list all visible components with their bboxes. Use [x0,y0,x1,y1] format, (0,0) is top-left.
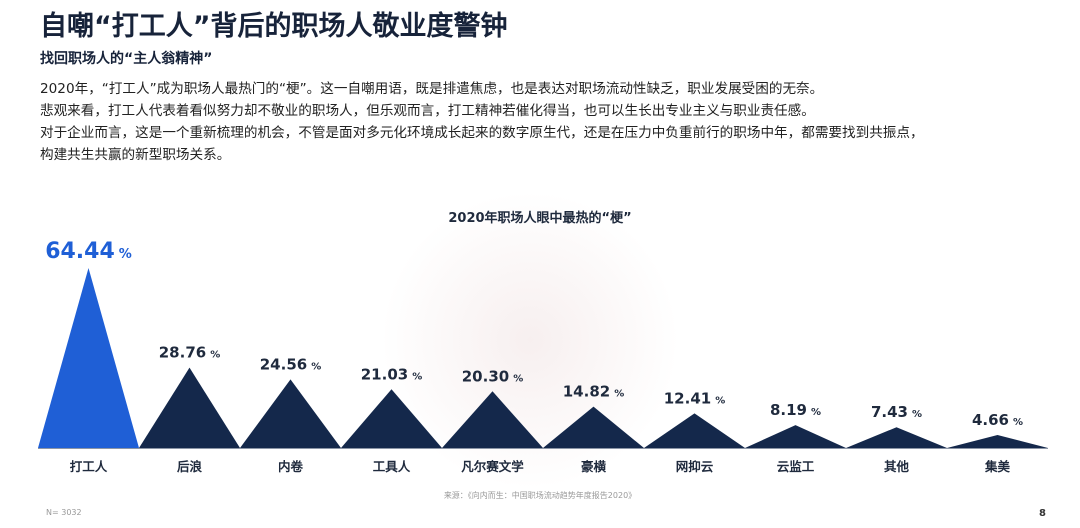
bar-内卷 [240,379,341,448]
bar-其他 [846,427,947,448]
bar-凡尔赛文学 [442,391,543,448]
value-label: 28.76% [159,344,220,362]
bar-后浪 [139,367,240,448]
bar-工具人 [341,389,442,448]
page-title: 自嘲“打工人”背后的职场人敬业度警钟 [40,11,508,42]
page-subtitle: 找回职场人的“主人翁精神” [40,51,213,67]
value-label: 64.44% [45,239,132,264]
value-label: 14.82% [563,383,624,401]
value-label: 4.66% [972,411,1023,429]
category-label: 工具人 [373,459,411,474]
category-label: 云监工 [777,459,815,474]
category-label: 其他 [884,459,910,474]
body-line: 对于企业而言，这是一个重新梳理的机会，不管是面对多元化环境成长起来的数字原生代，… [40,125,924,141]
category-label: 凡尔赛文学 [461,459,524,474]
bar-豪横 [543,406,644,448]
bar-打工人 [38,268,139,448]
category-label: 打工人 [70,459,108,474]
body-paragraph: 2020年，“打工人”成为职场人最热门的“梗”。这一自嘲用语，既是排遣焦虑，也是… [40,78,1060,166]
category-label: 网抑云 [676,459,714,474]
source-note: 来源：《向内而生：中国职场流动趋势年度报告2020》 [443,491,637,500]
bar-网抑云 [644,413,745,448]
body-line: 2020年，“打工人”成为职场人最热门的“梗”。这一自嘲用语，既是排遣焦虑，也是… [40,81,824,97]
value-label: 7.43% [871,403,922,421]
value-label: 21.03% [361,365,422,383]
category-label: 豪横 [581,459,607,474]
value-label: 8.19% [770,401,821,419]
value-label: 20.30% [462,367,523,385]
value-label: 12.41% [664,389,725,407]
bar-集美 [947,434,1048,448]
bar-云监工 [745,425,846,448]
category-label: 集美 [984,459,1011,474]
body-line: 悲观来看，打工人代表着看似努力却不敬业的职场人，但乐观而言，打工精神若催化得当，… [40,103,815,119]
value-label: 24.56% [260,355,321,373]
chart-title: 2020年职场人眼中最热的“梗” [448,211,632,226]
page-number: 8 [1039,508,1046,519]
category-label: 内卷 [278,459,304,474]
category-label: 后浪 [177,459,203,474]
sample-size: N= 3032 [46,508,82,517]
body-line: 构建共生共赢的新型职场关系。 [40,147,231,163]
